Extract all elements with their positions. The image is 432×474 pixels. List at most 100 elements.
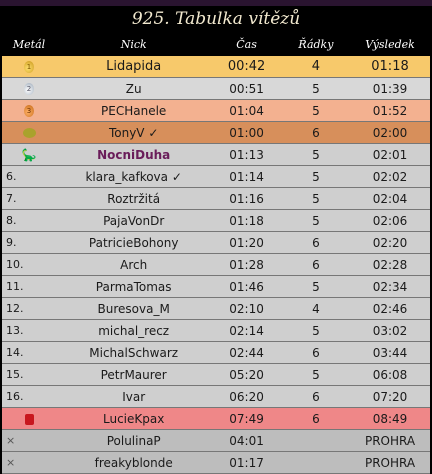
nick-cell[interactable]: Ivar bbox=[56, 385, 212, 408]
table-row: 8. PajaVonDr 01:18 5 02:06 bbox=[2, 209, 430, 232]
result-cell: 02:34 bbox=[350, 275, 430, 298]
rank-cell: 1 bbox=[2, 56, 57, 78]
nick-cell[interactable]: Roztržitá bbox=[56, 187, 212, 210]
result-cell: 02:46 bbox=[350, 297, 430, 320]
table-row: 7. Roztržitá 01:16 5 02:04 bbox=[2, 187, 430, 210]
dinosaur-icon: 🦕 bbox=[21, 147, 37, 162]
table-row: × freakyblonde 01:17 PROHRA bbox=[2, 451, 430, 474]
rows-cell: 5 bbox=[281, 187, 351, 210]
header-result: Výsledek bbox=[365, 37, 415, 51]
rank-cell: 14. bbox=[2, 341, 57, 364]
rows-cell: 5 bbox=[281, 143, 351, 166]
time-cell: 04:01 bbox=[211, 429, 282, 452]
rank-cell: 13. bbox=[2, 319, 57, 342]
time-cell: 01:00 bbox=[211, 121, 282, 144]
time-cell: 02:10 bbox=[211, 297, 282, 320]
time-cell: 01:18 bbox=[211, 209, 282, 232]
time-cell: 02:14 bbox=[211, 319, 282, 342]
rows-cell: 6 bbox=[281, 231, 351, 254]
result-cell: 02:01 bbox=[350, 143, 430, 166]
nick-cell[interactable]: TonyV ✓ bbox=[56, 121, 212, 144]
table-row: 12. Buresova_M 02:10 4 02:46 bbox=[2, 297, 430, 320]
table-row: 2 Zu 00:51 5 01:39 bbox=[2, 77, 430, 100]
result-cell: 02:28 bbox=[350, 253, 430, 276]
time-cell: 05:20 bbox=[211, 363, 282, 386]
time-cell: 01:04 bbox=[211, 99, 282, 122]
nick-cell[interactable]: NocniDuha bbox=[56, 143, 212, 166]
nick-cell[interactable]: PetrMaurer bbox=[56, 363, 212, 386]
time-cell: 01:20 bbox=[211, 231, 282, 254]
rows-cell: 4 bbox=[281, 56, 351, 78]
rank-cell: 10. bbox=[2, 253, 57, 276]
rank-cell: × bbox=[2, 451, 57, 474]
time-cell: 01:13 bbox=[211, 143, 282, 166]
rows-cell bbox=[281, 451, 351, 474]
table-row: 6. klara_kafkova ✓ 01:14 5 02:02 bbox=[2, 165, 430, 188]
table-row: 15. PetrMaurer 05:20 5 06:08 bbox=[2, 363, 430, 386]
result-cell: 02:20 bbox=[350, 231, 430, 254]
time-cell: 00:51 bbox=[211, 77, 282, 100]
nick-cell[interactable]: Arch bbox=[56, 253, 212, 276]
nick-cell[interactable]: PolulinaP bbox=[56, 429, 212, 452]
table-row: TonyV ✓ 01:00 6 02:00 bbox=[2, 121, 430, 144]
nick-cell[interactable]: ParmaTomas bbox=[56, 275, 212, 298]
result-cell: 07:20 bbox=[350, 385, 430, 408]
result-cell: 01:39 bbox=[350, 77, 430, 100]
silver-medal-icon: 2 bbox=[24, 83, 35, 95]
bronze-medal-icon: 3 bbox=[24, 105, 35, 117]
table-row: 3 PECHanele 01:04 5 01:52 bbox=[2, 99, 430, 122]
header-nick: Nick bbox=[120, 37, 147, 51]
time-cell: 01:14 bbox=[211, 165, 282, 188]
rank-cell: 🦕 bbox=[2, 143, 57, 166]
nick-cell[interactable]: freakyblonde bbox=[56, 451, 212, 474]
nick-cell[interactable]: klara_kafkova ✓ bbox=[56, 165, 212, 188]
table-row: 9. PatricieBohony 01:20 6 02:20 bbox=[2, 231, 430, 254]
nick-cell[interactable]: MichalSchwarz bbox=[56, 341, 212, 364]
table-row: 14. MichalSchwarz 02:44 6 03:44 bbox=[2, 341, 430, 364]
rank-cell: 12. bbox=[2, 297, 57, 320]
table-row: 1 Lidapida 00:42 4 01:18 bbox=[2, 56, 430, 78]
table-row: 11. ParmaTomas 01:46 5 02:34 bbox=[2, 275, 430, 298]
rows-cell: 6 bbox=[281, 341, 351, 364]
rank-cell: 9. bbox=[2, 231, 57, 254]
nick-cell[interactable]: Buresova_M bbox=[56, 297, 212, 320]
rank-cell: 15. bbox=[2, 363, 57, 386]
rank-cell: 6. bbox=[2, 165, 57, 188]
nick-cell[interactable]: michal_recz bbox=[56, 319, 212, 342]
rows-cell: 5 bbox=[281, 77, 351, 100]
rank-cell: × bbox=[2, 429, 57, 452]
nick-cell[interactable]: PajaVonDr bbox=[56, 209, 212, 232]
rows-cell: 6 bbox=[281, 385, 351, 408]
rank-cell: 2 bbox=[2, 77, 57, 100]
result-cell: 03:02 bbox=[350, 319, 430, 342]
header-row: Metál Nick Čas Řádky Výsledek bbox=[2, 32, 430, 56]
table-row: 🦕 NocniDuha 01:13 5 02:01 bbox=[2, 143, 430, 166]
time-cell: 01:46 bbox=[211, 275, 282, 298]
time-cell: 02:44 bbox=[211, 341, 282, 364]
result-cell: 02:00 bbox=[350, 121, 430, 144]
rows-cell: 4 bbox=[281, 297, 351, 320]
rank-cell: 11. bbox=[2, 275, 57, 298]
nick-cell[interactable]: PECHanele bbox=[56, 99, 212, 122]
nick-cell[interactable]: Zu bbox=[56, 77, 212, 100]
nick-cell[interactable]: Lidapida bbox=[56, 56, 212, 78]
rows-cell: 6 bbox=[281, 253, 351, 276]
rank-cell bbox=[2, 121, 57, 144]
table-row: 13. michal_recz 02:14 5 03:02 bbox=[2, 319, 430, 342]
table-row: 16. Ivar 06:20 6 07:20 bbox=[2, 385, 430, 408]
red-box-icon bbox=[24, 413, 34, 425]
rows-cell: 5 bbox=[281, 363, 351, 386]
nick-cell[interactable]: PatricieBohony bbox=[56, 231, 212, 254]
rank-cell: 7. bbox=[2, 187, 57, 210]
rows-cell: 5 bbox=[281, 209, 351, 232]
rows-cell: 5 bbox=[281, 165, 351, 188]
time-cell: 01:17 bbox=[211, 451, 282, 474]
table-row: × PolulinaP 04:01 PROHRA bbox=[2, 429, 430, 452]
result-cell: 01:18 bbox=[350, 56, 430, 78]
result-cell: 01:52 bbox=[350, 99, 430, 122]
rank-cell: 3 bbox=[2, 99, 57, 122]
time-cell: 00:42 bbox=[211, 56, 282, 78]
rows-cell: 5 bbox=[281, 275, 351, 298]
leaderboard-table: Metál Nick Čas Řádky Výsledek 1 Lidapida… bbox=[2, 32, 430, 474]
